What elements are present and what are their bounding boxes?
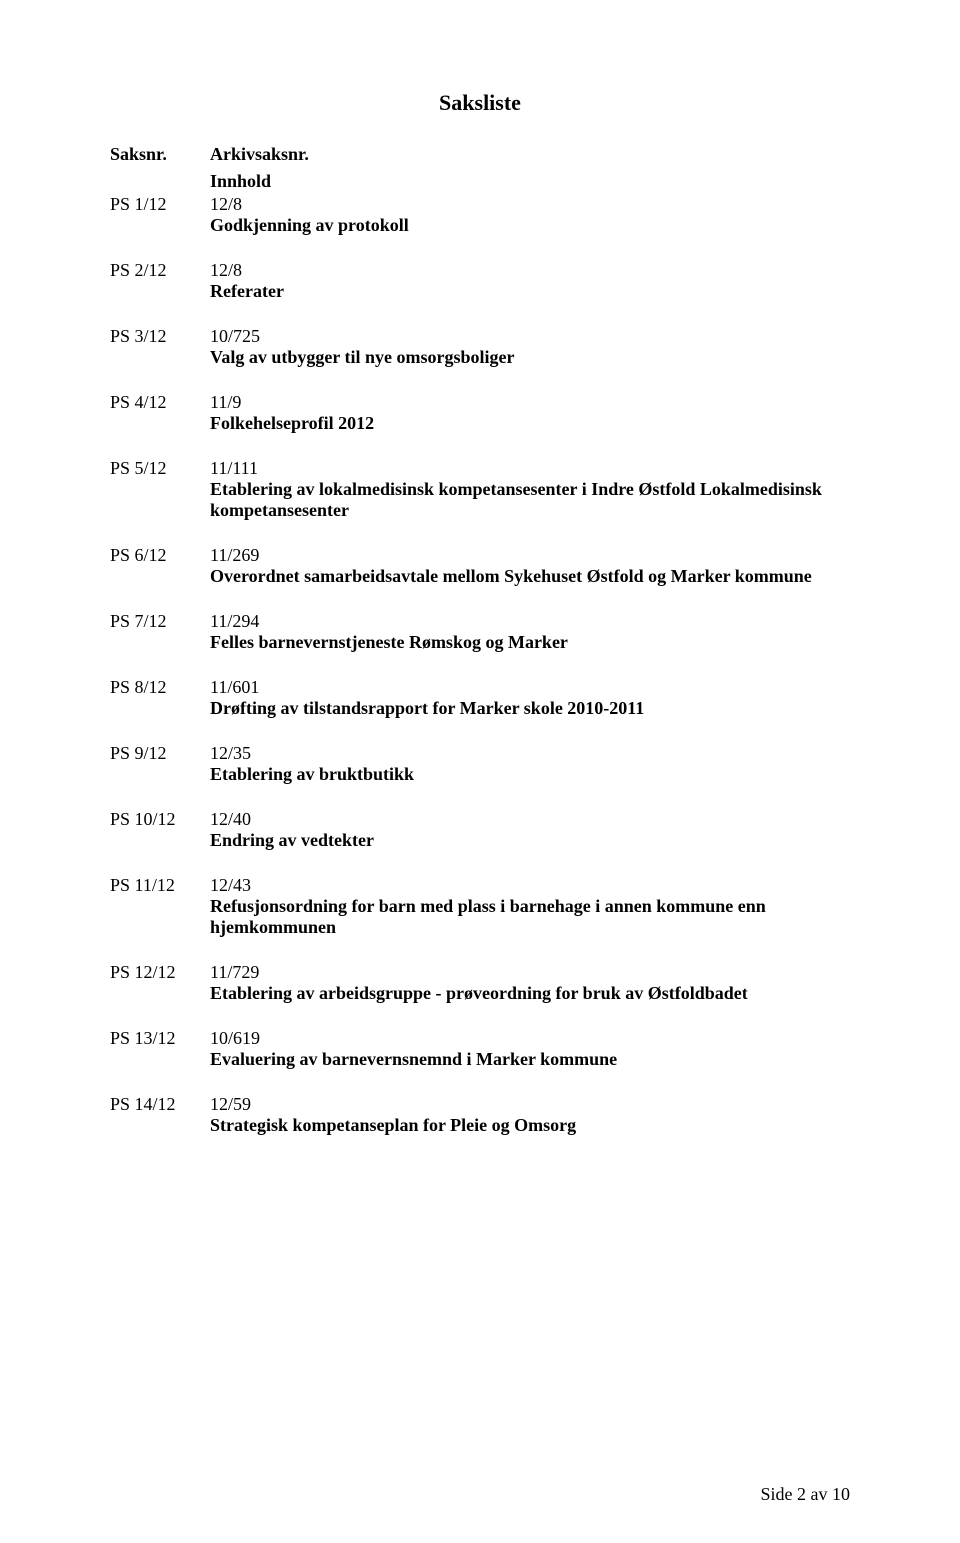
item-content: 12/35Etablering av bruktbutikk: [210, 743, 850, 785]
header-saksnr: Saksnr.: [110, 144, 210, 165]
item-saksnr: PS 1/12: [110, 194, 210, 236]
item-saksnr: PS 2/12: [110, 260, 210, 302]
item-title: Etablering av bruktbutikk: [210, 764, 850, 785]
item-arkiv: 12/8: [210, 260, 850, 281]
item-arkiv: 11/294: [210, 611, 850, 632]
item-arkiv: 11/269: [210, 545, 850, 566]
list-item: PS 14/1212/59Strategisk kompetanseplan f…: [110, 1094, 850, 1136]
page-title: Saksliste: [110, 90, 850, 116]
item-saksnr: PS 12/12: [110, 962, 210, 1004]
list-item: PS 13/1210/619Evaluering av barnevernsne…: [110, 1028, 850, 1070]
item-arkiv: 11/9: [210, 392, 850, 413]
item-content: 12/8Godkjenning av protokoll: [210, 194, 850, 236]
item-saksnr: PS 7/12: [110, 611, 210, 653]
item-title: Strategisk kompetanseplan for Pleie og O…: [210, 1115, 850, 1136]
item-saksnr: PS 9/12: [110, 743, 210, 785]
item-content: 11/729Etablering av arbeidsgruppe - prøv…: [210, 962, 850, 1004]
item-arkiv: 11/729: [210, 962, 850, 983]
item-arkiv: 10/619: [210, 1028, 850, 1049]
item-arkiv: 11/111: [210, 458, 850, 479]
item-content: 12/43Refusjonsordning for barn med plass…: [210, 875, 850, 938]
page-footer: Side 2 av 10: [761, 1484, 851, 1505]
item-content: 11/111Etablering av lokalmedisinsk kompe…: [210, 458, 850, 521]
item-saksnr: PS 3/12: [110, 326, 210, 368]
item-saksnr: PS 14/12: [110, 1094, 210, 1136]
item-title: Refusjonsordning for barn med plass i ba…: [210, 896, 850, 938]
list-item: PS 8/1211/601Drøfting av tilstandsrappor…: [110, 677, 850, 719]
header-arkiv: Arkivsaksnr.: [210, 144, 850, 165]
item-arkiv: 11/601: [210, 677, 850, 698]
list-item: PS 11/1212/43Refusjonsordning for barn m…: [110, 875, 850, 938]
list-item: PS 7/1211/294Felles barnevernstjeneste R…: [110, 611, 850, 653]
list-item: PS 1/1212/8Godkjenning av protokoll: [110, 194, 850, 236]
item-title: Valg av utbygger til nye omsorgsboliger: [210, 347, 850, 368]
item-title: Etablering av arbeidsgruppe - prøveordni…: [210, 983, 850, 1004]
item-arkiv: 12/35: [210, 743, 850, 764]
item-title: Endring av vedtekter: [210, 830, 850, 851]
item-title: Evaluering av barnevernsnemnd i Marker k…: [210, 1049, 850, 1070]
item-content: 11/269Overordnet samarbeidsavtale mellom…: [210, 545, 850, 587]
item-title: Referater: [210, 281, 850, 302]
item-content: 11/601Drøfting av tilstandsrapport for M…: [210, 677, 850, 719]
item-title: Drøfting av tilstandsrapport for Marker …: [210, 698, 850, 719]
item-content: 12/40Endring av vedtekter: [210, 809, 850, 851]
items-list: PS 1/1212/8Godkjenning av protokollPS 2/…: [110, 194, 850, 1136]
item-content: 12/8Referater: [210, 260, 850, 302]
item-saksnr: PS 5/12: [110, 458, 210, 521]
item-content: 10/725Valg av utbygger til nye omsorgsbo…: [210, 326, 850, 368]
table-header: Saksnr. Arkivsaksnr.: [110, 144, 850, 165]
list-item: PS 12/1211/729Etablering av arbeidsgrupp…: [110, 962, 850, 1004]
item-content: 12/59Strategisk kompetanseplan for Pleie…: [210, 1094, 850, 1136]
item-arkiv: 12/8: [210, 194, 850, 215]
item-arkiv: 12/43: [210, 875, 850, 896]
item-title: Overordnet samarbeidsavtale mellom Sykeh…: [210, 566, 850, 587]
item-saksnr: PS 10/12: [110, 809, 210, 851]
list-item: PS 4/1211/9Folkehelseprofil 2012: [110, 392, 850, 434]
list-item: PS 2/1212/8Referater: [110, 260, 850, 302]
list-item: PS 9/1212/35Etablering av bruktbutikk: [110, 743, 850, 785]
item-title: Felles barnevernstjeneste Rømskog og Mar…: [210, 632, 850, 653]
item-content: 10/619Evaluering av barnevernsnemnd i Ma…: [210, 1028, 850, 1070]
list-item: PS 5/1211/111Etablering av lokalmedisins…: [110, 458, 850, 521]
item-title: Etablering av lokalmedisinsk kompetanses…: [210, 479, 850, 521]
item-saksnr: PS 11/12: [110, 875, 210, 938]
list-item: PS 10/1212/40Endring av vedtekter: [110, 809, 850, 851]
item-saksnr: PS 8/12: [110, 677, 210, 719]
item-content: 11/294Felles barnevernstjeneste Rømskog …: [210, 611, 850, 653]
item-saksnr: PS 4/12: [110, 392, 210, 434]
item-title: Godkjenning av protokoll: [210, 215, 850, 236]
item-title: Folkehelseprofil 2012: [210, 413, 850, 434]
item-arkiv: 12/40: [210, 809, 850, 830]
list-item: PS 3/1210/725Valg av utbygger til nye om…: [110, 326, 850, 368]
item-arkiv: 12/59: [210, 1094, 850, 1115]
header-innhold: Innhold: [210, 171, 850, 192]
item-content: 11/9Folkehelseprofil 2012: [210, 392, 850, 434]
page: Saksliste Saksnr. Arkivsaksnr. Innhold P…: [0, 0, 960, 1543]
list-item: PS 6/1211/269Overordnet samarbeidsavtale…: [110, 545, 850, 587]
item-saksnr: PS 13/12: [110, 1028, 210, 1070]
item-arkiv: 10/725: [210, 326, 850, 347]
item-saksnr: PS 6/12: [110, 545, 210, 587]
